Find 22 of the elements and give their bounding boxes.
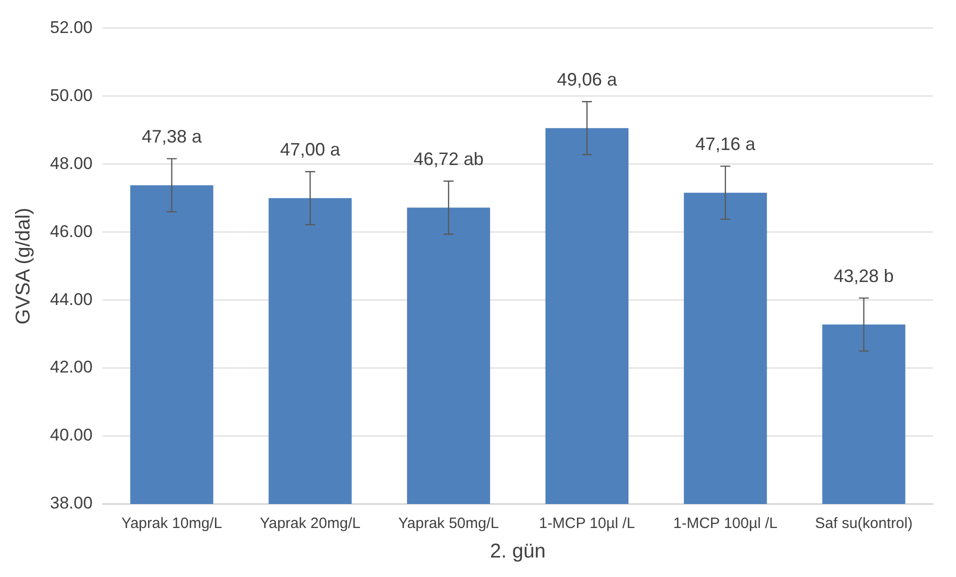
x-tick-label: Yaprak 20mg/L xyxy=(260,515,360,532)
data-label: 46,72 ab xyxy=(414,149,484,170)
y-tick-label: 38.00 xyxy=(50,494,93,513)
x-tick-label: Saf su(kontrol) xyxy=(815,515,913,532)
y-tick-label: 42.00 xyxy=(50,358,93,377)
y-tick-label: 46.00 xyxy=(50,222,93,241)
y-tick-label: 44.00 xyxy=(50,290,93,309)
data-label: 47,38 a xyxy=(142,126,203,147)
data-label: 43,28 b xyxy=(834,266,894,286)
y-tick-label: 50.00 xyxy=(50,86,93,105)
y-axis-title: GVSA (g/dal) xyxy=(12,208,35,324)
data-label: 47,00 a xyxy=(280,140,342,160)
y-tick-label: 40.00 xyxy=(50,426,93,445)
data-label: 49,06 a xyxy=(556,70,618,90)
y-tick-label: 52.00 xyxy=(50,18,93,37)
data-label: 47,16 a xyxy=(695,134,756,154)
x-tick-label: Yaprak 10mg/L xyxy=(121,515,222,532)
x-tick-label: Yaprak 50mg/L xyxy=(398,515,499,532)
x-axis-title: 2. gün xyxy=(490,540,546,563)
y-tick-label: 48.00 xyxy=(50,154,93,173)
x-tick-label: 1-MCP 100µl /L xyxy=(673,515,778,532)
x-tick-label: 1-MCP 10µl /L xyxy=(539,515,635,532)
